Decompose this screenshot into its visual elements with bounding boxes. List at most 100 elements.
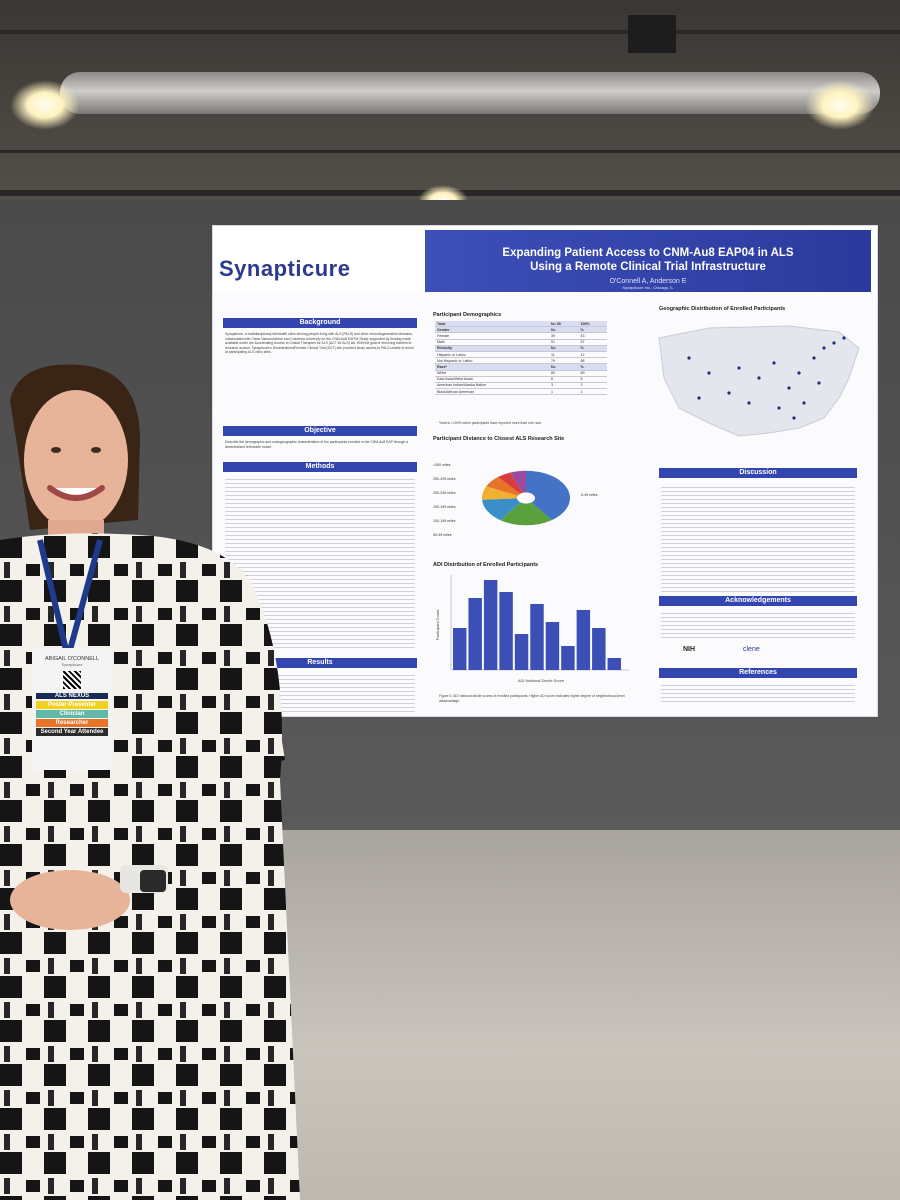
distance-pie-chart: 0-49 miles 50-99 miles 100-149 miles 150-19… [433,463,598,537]
demographics-cell: 89 [578,370,607,377]
poster: Synapticure Expanding Patient Access to … [212,225,878,717]
pie-slice [482,486,518,500]
badge-roles: Poster Presenter Clinician Researcher Secon… [32,701,112,736]
demographics-row: East Asian/West Asian 6 6 [435,376,607,383]
demographics-cell: Total [435,321,550,328]
demographics-cell: East Asian/West Asian [435,376,550,383]
demographics-row: Gender N=% [435,326,607,334]
objective-text: Describe the demographic and sociogeogra… [225,440,409,449]
pie-slice [500,502,552,526]
adi-bar [483,580,498,670]
acknowledgements-text-block [661,610,855,638]
badge-org: Synapticure [61,662,83,667]
participant-dots [687,336,846,420]
adi-bar [576,610,591,670]
adi-bar [561,646,575,670]
demographics-cell: 6 [549,376,579,383]
badge-role: Researcher [36,719,108,727]
distance-chart-title: Participant Distance to Closest ALS Rese… [433,436,565,442]
badge-name: ABIGAIL O'CONNELL [44,656,100,662]
pie-legend-label: >300 miles [433,463,451,467]
demographics-row: White 80 89 [435,370,607,377]
demographics-footnote: *total is >100% when participants have r… [439,421,542,425]
pie-legend-label: 200-249 miles [433,491,456,495]
section-background: Background [223,318,417,328]
badge-role: Second Year Attendee [36,728,108,736]
adi-bar [592,628,606,670]
poster-affiliation: Synapticure Inc., Chicago, IL [622,285,674,290]
speaker-box [628,15,676,53]
ceiling-truss [0,30,900,34]
ceiling-light [805,80,875,130]
pie-legend-label: 100-149 miles [433,519,456,523]
demographics-cell: 80 [549,370,579,377]
discussion-text-block [661,484,855,594]
badge-role: Poster Presenter [36,701,108,709]
demographics-cell: N= 90 [549,321,579,328]
section-acknowledgements: Acknowledgements [659,596,857,606]
badge-event: ALS NEXUS [36,693,108,699]
adi-x-axis-label: ADI National Decile Score [518,678,565,683]
pie-legend-label: 0-49 miles [581,493,598,497]
demographics-cell: % [578,345,607,352]
poster-authors-names: O'Connell A, Anderson E [609,278,687,285]
attendee-badge: ABIGAIL O'CONNELL Synapticure ALS NEXUS … [32,648,112,770]
demographics-cell: 11 [549,351,579,359]
qr-code-icon [63,671,81,689]
demographics-cell: Ethnicity [435,345,550,352]
demographics-cell: White [435,370,550,377]
pie-legend-label: 50-99 miles [433,533,452,537]
pie-slice [497,472,523,494]
adi-bar [607,658,621,670]
presenter-woman [0,364,300,1200]
adi-bar [499,592,513,670]
demographics-cell: 39 [549,332,579,340]
poster-title-line2: Using a Remote Clinical Trial Infrastruc… [530,261,766,273]
adi-bar [468,598,482,670]
geo-map-title: Geographic Distribution of Enrolled Part… [659,306,786,312]
us-map [658,325,860,437]
demographics-cell: % [578,363,607,371]
demographics-row: Female 39 43 [435,332,607,340]
demographics-table: Total N= 90 100% Gender N=% Female 39 43 Male 51 5… [435,321,607,396]
air-duct [60,72,880,114]
ceiling-truss [0,150,900,153]
pie-slice [486,476,521,496]
pie-legend-label: 150-199 miles [433,505,456,509]
demographics-cell: Hispanic or Latino [435,351,550,359]
demographics-cell: % [578,326,607,334]
pie-legend-label: 250-299 miles [433,477,456,481]
demographics-row: Hispanic or Latino 11 12 [435,351,607,359]
demographics-cell: 43 [578,332,607,340]
demographics-cell: N= [549,345,579,352]
demographics-cell: 12 [578,351,607,359]
section-references: References [659,668,857,678]
section-results: Results [223,658,417,668]
demographics-cell: 88 [578,357,607,365]
demographics-cell: N= [549,326,579,334]
demographics-row: Male 51 57 [435,339,607,346]
demographics-cell: American Indian/Alaska Native [435,382,550,390]
adi-bar [545,622,560,670]
demographics-cell: Female [435,332,550,340]
demographics-row: Total N= 90 100% [435,321,607,328]
demographics-row: Ethnicity N=% [435,345,607,352]
demographics-cell: 57 [578,339,607,346]
poster-authors: O'Connell A, Anderson E Synapticure Inc.… [425,278,871,290]
pie-slice [509,470,526,493]
demographics-cell: Black/African American [435,388,550,396]
background-text: Synapticure, a multidisciplinary telehea… [225,332,414,355]
adi-bar [514,634,529,670]
demographics-cell: 3 [578,382,607,390]
demographics-cell: 51 [549,339,579,346]
adi-bar [530,604,544,670]
demographics-cell: 1 [549,388,579,396]
pie-slice [482,498,521,521]
demographics-cell: 3 [549,382,579,390]
demographics-cell: Male [435,339,550,346]
demographics-cell: 100% [578,321,607,328]
demographics-row: Not Hispanic or Latino 79 88 [435,357,607,365]
section-discussion: Discussion [659,468,857,478]
demographics-cell: 1 [578,388,607,396]
demographics-cell: Gender [435,326,550,334]
